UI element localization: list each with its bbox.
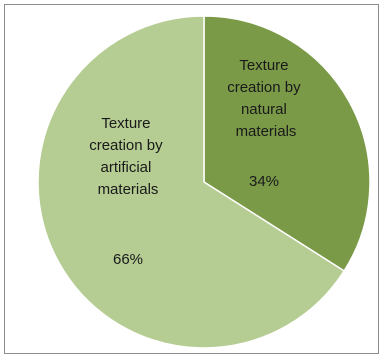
pie-slices [37,15,371,349]
slice-label-artificial: Texture creation by artificial materials [89,115,167,198]
slice-value-natural: 34% [249,173,279,190]
slice-value-artificial: 66% [113,251,143,268]
pie-slice-natural [203,15,371,272]
slice-label-natural: Texture creation by natural materials [227,57,305,140]
pie-labels: Texture creation by natural materials 34… [89,57,305,268]
pie-slice-artificial [37,15,346,349]
